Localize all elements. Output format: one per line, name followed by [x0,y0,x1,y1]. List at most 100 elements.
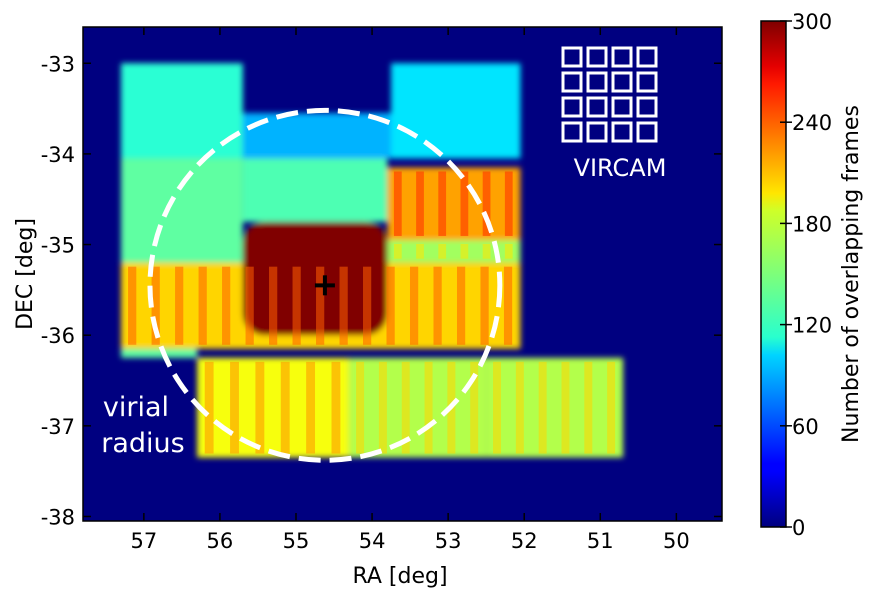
y-tick-label--38: -38 [41,505,75,529]
region-11-stripe-1 [515,361,524,454]
annotation-vircam: VIRCAM [574,154,667,182]
region-6-stripe-0 [393,244,402,259]
colorbar-tick-label-240: 240 [792,111,832,135]
region-12 [242,221,388,336]
vircam-detector-1-2 [611,71,633,93]
region-10 [349,357,487,458]
region-10-stripe-0 [356,361,365,454]
colorbar-tick-label-60: 60 [792,415,819,439]
x-tick-label-57: 57 [130,529,157,553]
region-9-stripe-2 [255,361,265,454]
region-9-stripe-1 [230,361,239,454]
vircam-detector-1-3 [636,71,658,93]
region-11-stripe-5 [607,361,616,454]
vircam-detector-1-1 [586,71,608,93]
region-5 [387,167,521,241]
region-7-stripe-11 [386,266,395,345]
vircam-detector-2-0 [561,96,583,118]
region-11-stripe-4 [584,361,593,454]
vircam-detector-3-0 [561,121,583,143]
heatmap-plot: 57 56 55 54 53 52 51 50 -33 -34 -35 -36 -37 -38 viri… [41,26,723,553]
region-7-stripe-15 [480,266,489,345]
region-6-stripe-2 [438,244,447,259]
x-tick-label-55: 55 [283,529,310,553]
x-axis-title: RA [deg] [352,564,447,589]
vircam-detector-1-0 [561,71,583,93]
plot-frame [82,26,723,522]
region-11-stripe-2 [538,361,547,454]
region-4 [242,158,388,222]
vircam-detector-0-1 [586,46,608,68]
vircam-detector-3-3 [636,121,658,143]
region-9-stripe-4 [306,361,316,454]
region-2 [391,63,521,159]
region-7-stripe-5 [245,266,254,345]
virial-radius-circle [147,107,503,463]
colorbar-tick-label-180: 180 [792,212,832,236]
region-7-stripe-9 [339,266,348,345]
x-tick-label-53: 53 [435,529,462,553]
annotation-virial: virial [103,392,169,423]
vircam-detector-2-1 [586,96,608,118]
region-5-stripe-0 [393,171,402,237]
y-tick-label--36: -36 [41,324,75,348]
region-9-stripe-0 [204,361,214,454]
vircam-detector-3-1 [586,121,608,143]
region-7-stripe-6 [269,266,278,345]
x-tick-label-50: 50 [663,529,690,553]
colorbar-tick-label-300: 300 [792,10,832,34]
region-9-stripe-3 [280,361,290,454]
x-tick-label-52: 52 [511,529,538,553]
region-7-stripe-0 [128,266,137,345]
region-6-stripe-3 [460,244,469,259]
region-10-stripe-5 [470,361,479,454]
vircam-detector-0-3 [636,46,658,68]
y-tick-label--33: -33 [41,52,75,76]
x-tick-label-51: 51 [587,529,614,553]
region-11-stripe-3 [561,361,570,454]
x-tick-label-56: 56 [207,529,234,553]
region-11-stripe-0 [493,361,502,454]
region-7-stripe-10 [363,266,372,345]
x-tick-label-54: 54 [359,529,386,553]
region-9 [197,357,350,458]
region-5-stripe-5 [504,171,513,237]
region-7-stripe-3 [198,266,207,345]
region-7-stripe-12 [409,266,419,345]
region-5-stripe-2 [438,171,447,237]
region-5-stripe-3 [460,171,469,237]
region-7-stripe-16 [503,266,513,345]
region-6-stripe-4 [482,244,491,259]
region-10-stripe-3 [424,361,433,454]
region-7-stripe-14 [456,266,466,345]
region-7-stripe-2 [175,266,184,345]
y-tick-label--37: -37 [41,415,75,439]
region-5-stripe-4 [482,171,491,237]
region-10-stripe-2 [401,361,410,454]
y-axis-title: DEC [deg] [13,218,38,330]
colorbar-tick-label-0: 0 [792,516,805,540]
region-7-stripe-13 [433,266,442,345]
vircam-detector-3-2 [611,121,633,143]
colorbar-gradient [760,20,787,528]
region-5-stripe-1 [416,171,424,237]
y-tick-label--34: -34 [41,143,75,167]
region-10-stripe-1 [378,361,387,454]
region-7-stripe-7 [292,266,301,345]
colorbar: 0 60 120 180 240 300 Number of overlapping fr… [760,10,864,540]
region-7-stripe-1 [151,266,160,345]
colorbar-label: Number of overlapping frames [839,105,864,443]
cluster-center-marker [314,275,335,296]
colorbar-tick-label-120: 120 [792,314,832,338]
vircam-detector-0-0 [561,46,583,68]
y-tick-label--35: -35 [41,234,75,258]
region-11 [486,357,624,458]
vircam-detector-2-3 [636,96,658,118]
region-6-stripe-1 [416,244,424,259]
region-7-stripe-8 [316,266,325,345]
region-8 [121,348,198,358]
region-9-stripe-5 [331,361,341,454]
vircam-detector-2-2 [611,96,633,118]
region-6 [387,240,521,263]
